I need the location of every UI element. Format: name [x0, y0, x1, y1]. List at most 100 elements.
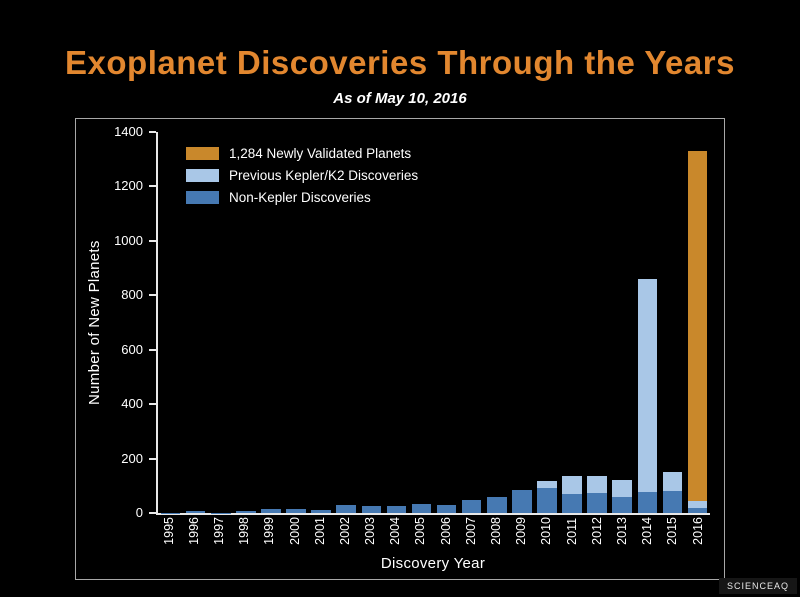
bar-segment [637, 492, 658, 513]
bar-column-2005 [409, 132, 434, 513]
y-tick-label: 400 [121, 396, 143, 412]
bar-column-1999 [258, 132, 283, 513]
bar-segment [587, 493, 607, 513]
y-tick-mark [149, 403, 156, 406]
bar-segment [537, 481, 557, 488]
bar-segment [185, 511, 206, 513]
bar-column-2001 [309, 132, 334, 513]
x-label-cell: 2010 [534, 517, 559, 545]
y-tick-label: 1000 [114, 232, 143, 248]
x-tick-label: 2000 [287, 517, 302, 545]
chart-legend: 1,284 Newly Validated Planets Previous Ke… [186, 146, 418, 205]
page-title: Exoplanet Discoveries Through the Years [65, 44, 735, 81]
bar-column-2015 [660, 132, 685, 513]
legend-item: Previous Kepler/K2 Discoveries [186, 168, 418, 183]
x-tick-label: 2003 [363, 517, 378, 545]
bar-segment [662, 472, 683, 492]
x-label-cell: 2008 [483, 517, 508, 545]
x-label-cell: 2016 [685, 517, 710, 545]
bar-segment [687, 151, 708, 501]
x-label-cell: 1996 [181, 517, 206, 545]
x-label-cell: 2011 [559, 517, 584, 545]
bar-column-2000 [283, 132, 308, 513]
bar-segment [436, 505, 457, 513]
bar-column-2002 [334, 132, 359, 513]
x-axis-title: Discovery Year [380, 555, 486, 572]
x-tick-label: 1996 [186, 517, 201, 545]
y-tick-label: 600 [121, 341, 143, 357]
x-tick-label: 2016 [690, 517, 705, 545]
x-tick-label: 1995 [161, 517, 176, 545]
x-tick-label: 2002 [337, 517, 352, 545]
bar-segment [662, 491, 683, 513]
y-tick-label: 800 [121, 287, 143, 303]
y-tick-label: 1400 [114, 124, 143, 139]
y-tick-mark [149, 131, 156, 133]
bar-segment [386, 505, 407, 513]
x-tick-label: 2004 [388, 517, 403, 545]
bar-segment [587, 476, 607, 494]
x-tick-label: 2011 [564, 517, 579, 545]
legend-item: Non-Kepler Discoveries [186, 190, 418, 205]
y-tick-mark [149, 457, 156, 460]
x-tick-label: 2007 [463, 517, 478, 545]
x-label-cell: 2005 [408, 517, 433, 545]
y-axis-ticks: 0 200 400 600 800 1000 1200 1400 [76, 125, 156, 520]
y-tick-label: 200 [121, 450, 143, 466]
y-tick-mark [149, 239, 156, 242]
bar-column-2006 [434, 132, 459, 513]
bar-segment [311, 509, 331, 513]
bar-column-2013 [610, 132, 635, 513]
legend-label: Previous Kepler/K2 Discoveries [229, 168, 419, 183]
y-tick-mark [149, 348, 156, 351]
bar-column-2008 [484, 132, 509, 513]
bar-segment [411, 504, 432, 513]
bar-column-2011 [560, 132, 585, 513]
bar-segment [336, 505, 356, 513]
x-label-cell: 2002 [332, 517, 357, 545]
x-label-cell: 2004 [383, 517, 408, 545]
x-tick-label: 2008 [489, 517, 504, 545]
bar-column-1997 [208, 132, 233, 513]
x-label-cell: 2009 [509, 517, 534, 545]
x-label-cell: 2015 [660, 517, 685, 545]
bar-segment [286, 508, 306, 513]
x-label-cell: 2006 [433, 517, 458, 545]
bar-segment [637, 278, 658, 493]
page-subtitle: As of May 10, 2016 [333, 90, 467, 107]
bar-column-2009 [509, 132, 534, 513]
bar-column-1995 [158, 132, 183, 513]
x-tick-label: 2014 [640, 517, 655, 545]
bar-segment [687, 500, 708, 508]
bar-segment [612, 479, 633, 497]
legend-label: Non-Kepler Discoveries [229, 190, 371, 205]
x-tick-label: 1997 [211, 517, 226, 545]
bar-segment [537, 487, 557, 513]
bar-column-2016 [685, 132, 710, 513]
bar-segment [486, 497, 507, 513]
bar-segment [461, 500, 482, 513]
x-label-cell: 2001 [307, 517, 332, 545]
bar-segment [612, 496, 633, 513]
y-tick-mark [149, 294, 156, 297]
bar-column-2004 [384, 132, 409, 513]
legend-swatch [186, 169, 219, 182]
x-label-cell: 2000 [282, 517, 307, 545]
bar-segment [261, 509, 281, 513]
x-axis-tick-labels: 1995 1996 1997 1998 1999 2000 2001 2002 2003 2004… [156, 517, 710, 545]
x-tick-label: 2015 [665, 517, 680, 545]
x-label-cell: 2012 [584, 517, 609, 545]
legend-swatch [186, 191, 219, 204]
watermark: SCIENCEAQ [718, 578, 797, 594]
bar-column-2007 [459, 132, 484, 513]
x-label-cell: 1995 [156, 517, 181, 545]
bar-column-1996 [183, 132, 208, 513]
y-tick-mark [149, 185, 156, 188]
x-tick-label: 2006 [438, 517, 453, 545]
bar-segment [562, 493, 582, 513]
plot-area [156, 132, 710, 515]
y-tick-mark [149, 512, 156, 514]
x-tick-label: 1998 [237, 517, 252, 545]
bar-segment [361, 506, 382, 513]
